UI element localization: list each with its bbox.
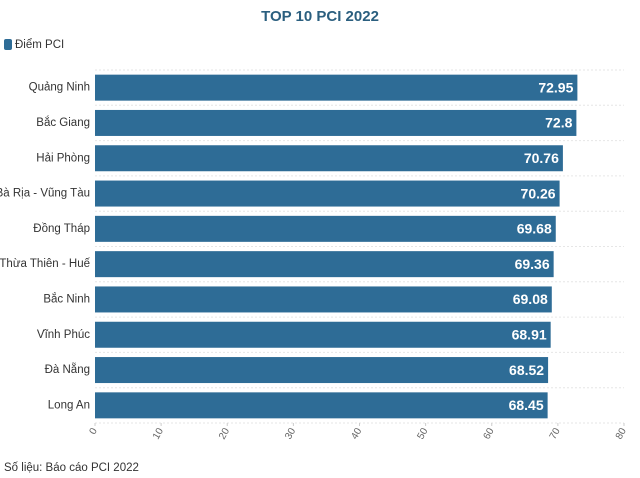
x-tick-label: 10 <box>151 426 166 442</box>
bar <box>95 215 556 242</box>
y-tick-label: Bà Rịa - Vũng Tàu <box>0 188 90 200</box>
y-tick-label: Đà Nẵng <box>45 363 90 376</box>
bar <box>95 286 552 313</box>
bar <box>95 180 560 207</box>
x-tick-label: 50 <box>415 426 430 442</box>
bar <box>95 251 554 278</box>
bar <box>95 145 563 172</box>
y-tick-label: Quảng Ninh <box>29 82 90 94</box>
bar <box>95 392 548 419</box>
bar <box>95 109 577 136</box>
bar <box>95 321 551 348</box>
x-tick-label: 20 <box>217 426 232 442</box>
source-note: Số liệu: Báo cáo PCI 2022 <box>4 462 139 474</box>
chart-title: TOP 10 PCI 2022 <box>261 8 379 25</box>
value-label: 72.8 <box>545 115 572 131</box>
value-label: 68.45 <box>509 397 544 413</box>
value-label: 69.68 <box>517 221 552 237</box>
value-label: 68.91 <box>512 326 547 342</box>
y-tick-label: Vĩnh Phúc <box>37 329 90 341</box>
x-tick-label: 60 <box>482 426 497 442</box>
x-tick-label: 30 <box>283 426 298 442</box>
value-label: 69.36 <box>515 256 550 272</box>
y-tick-label: Bắc Giang <box>36 116 90 129</box>
value-label: 70.26 <box>521 185 556 201</box>
bar <box>95 74 578 101</box>
x-tick-label: 80 <box>614 426 629 442</box>
y-tick-label: Bắc Ninh <box>43 292 90 305</box>
y-tick-label: Đồng Tháp <box>33 223 90 235</box>
y-tick-label: Thừa Thiên - Huế <box>0 258 91 270</box>
value-label: 70.76 <box>524 150 559 166</box>
y-tick-label: Hải Phòng <box>36 152 90 164</box>
x-tick-label: 70 <box>548 426 563 442</box>
x-tick-label: 0 <box>88 426 101 437</box>
legend-swatch <box>4 39 12 50</box>
value-label: 72.95 <box>538 79 573 95</box>
value-label: 69.08 <box>513 291 548 307</box>
bar <box>95 357 549 384</box>
x-tick-label: 40 <box>349 426 364 442</box>
y-tick-label: Long An <box>48 399 90 411</box>
legend-label: Điểm PCI <box>15 39 64 51</box>
value-label: 68.52 <box>509 362 544 378</box>
